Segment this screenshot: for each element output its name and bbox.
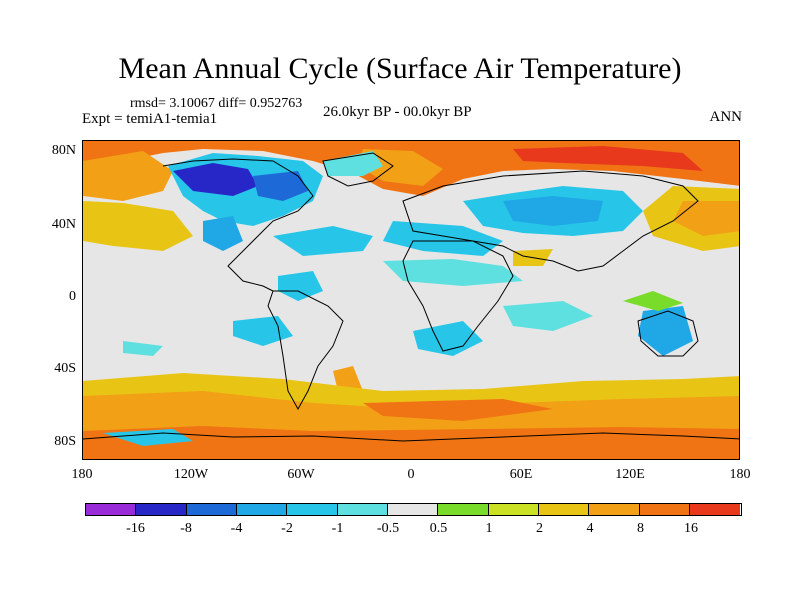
coastlines: [83, 152, 739, 442]
colorbar-box: [136, 504, 187, 515]
pacific-cold-patch: [123, 341, 163, 356]
lon-label-180-west: 180: [71, 467, 93, 482]
north-africa-cold-region: [383, 259, 523, 286]
australia-cold-region: [638, 306, 693, 356]
colorbar-label: -2: [281, 521, 293, 536]
west-pacific-warm-core: [673, 201, 739, 236]
pacific-warm-patch: [83, 201, 193, 251]
colorbar-box: [488, 504, 540, 515]
north-america-coast: [162, 158, 314, 292]
colorbar-box: [237, 504, 288, 515]
lon-label-180-east: 180: [729, 467, 751, 482]
colorbar-box: [438, 504, 489, 515]
colorbar-label: -16: [126, 521, 145, 536]
colorbar-box: [337, 504, 389, 515]
lat-label-80s: 80S: [54, 434, 76, 449]
experiment-label: Expt = temiA1-temia1: [82, 111, 218, 127]
colorbar-label: 0.5: [429, 521, 448, 536]
colorbar-label: 2: [536, 521, 543, 536]
south-america-coast: [267, 290, 344, 411]
us-cold-region: [203, 216, 243, 251]
laurentide-cold-core: [173, 163, 258, 196]
south-america-north-cold: [278, 271, 323, 301]
colorbar-box: [539, 504, 590, 515]
maritime-continent-warm: [623, 291, 683, 311]
colorbar-label: 16: [684, 521, 698, 536]
stats-text: rmsd= 3.10067 diff= 0.952763: [130, 96, 303, 111]
colorbar-box: [186, 504, 238, 515]
colorbar-box: [388, 504, 439, 515]
central-asia-cold-core: [503, 196, 603, 226]
map-svg: [83, 141, 739, 459]
lat-label-0: 0: [69, 289, 76, 304]
siberia-hot-region: [513, 146, 703, 171]
season-label: ANN: [709, 109, 743, 125]
north-pacific-warm-region: [83, 151, 173, 201]
south-atlantic-hot-band: [363, 399, 553, 421]
lat-label-40n: 40N: [51, 217, 76, 232]
colorbar-box: [287, 504, 338, 515]
colorbar: [85, 503, 742, 516]
colorbar-box: [86, 504, 137, 515]
australia-coast: [637, 310, 699, 357]
lat-label-80n: 80N: [51, 143, 76, 158]
chart-title: Mean Annual Cycle (Surface Air Temperatu…: [118, 52, 682, 85]
south-pacific-cold-patch: [233, 316, 293, 346]
colorbar-label: -8: [180, 521, 192, 536]
atlantic-cold-band: [273, 226, 373, 256]
colorbar-label: -4: [230, 521, 243, 536]
lon-label-60w: 60W: [287, 467, 315, 482]
colorbar-label: 8: [637, 521, 644, 536]
greenland-coast: [322, 152, 394, 187]
lon-label-120w: 120W: [173, 467, 209, 482]
antarctic-hot-band: [83, 426, 739, 459]
period-label: 26.0kyr BP - 00.0kyr BP: [323, 104, 472, 120]
lon-label-120e: 120E: [615, 467, 645, 482]
colorbar-label: -1: [331, 521, 344, 536]
lat-label-40s: 40S: [54, 361, 76, 376]
colorbar-label: -0.5: [376, 521, 400, 536]
southern-africa-cold: [413, 321, 483, 356]
indian-ocean-cold: [503, 301, 593, 331]
greenland-sea-cold: [323, 151, 383, 176]
colorbar-box: [639, 504, 691, 515]
antarctica-coast: [83, 432, 739, 442]
colorbar-box: [690, 504, 741, 515]
hudson-cold-region: [253, 171, 308, 201]
colorbar-label: 1: [485, 521, 493, 536]
colorbar-label: 4: [586, 521, 594, 536]
lon-label-60e: 60E: [509, 467, 533, 482]
colorbar-box: [589, 504, 640, 515]
lon-label-0: 0: [407, 467, 415, 482]
temperature-map: [82, 140, 740, 460]
africa-coast: [402, 240, 514, 352]
